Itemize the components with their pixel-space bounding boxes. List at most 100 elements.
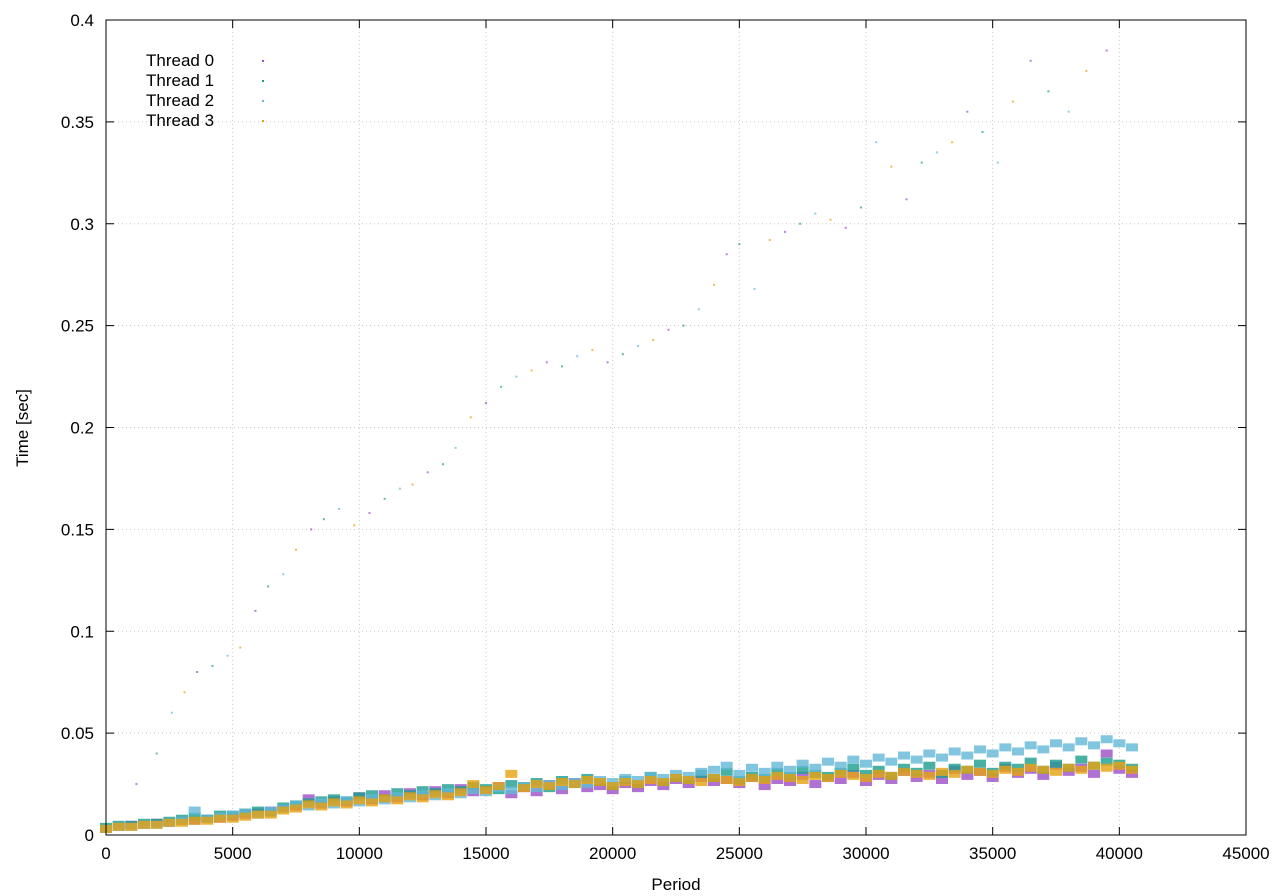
outlier-point [353, 524, 356, 527]
outlier-point [155, 752, 158, 755]
data-point [530, 788, 543, 797]
y-tick-label: 0.25 [61, 317, 94, 336]
data-point [1037, 765, 1050, 774]
outlier-point [966, 110, 969, 113]
outlier-point [1047, 90, 1050, 93]
y-tick-label: 0.2 [70, 419, 94, 438]
outlier-point [1085, 69, 1088, 72]
x-tick-label: 10000 [336, 844, 383, 863]
x-tick-label: 20000 [589, 844, 636, 863]
data-point [594, 778, 606, 787]
data-point [809, 780, 822, 789]
data-point [125, 822, 138, 831]
data-point [378, 790, 391, 799]
legend-marker [262, 60, 264, 62]
outlier-point [196, 671, 199, 673]
outlier-point [875, 141, 878, 144]
data-point [771, 775, 784, 784]
data-point [834, 775, 847, 784]
outlier-point [814, 212, 817, 215]
data-point [581, 784, 594, 793]
data-point [1012, 747, 1024, 756]
data-point [340, 796, 353, 805]
data-point [1100, 763, 1113, 772]
data-point [885, 771, 898, 780]
outlier-point [500, 385, 503, 388]
data-point [834, 761, 847, 770]
data-point [467, 780, 480, 789]
data-point [1037, 745, 1050, 754]
data-point [264, 806, 277, 815]
data-point [961, 751, 974, 760]
data-point [872, 765, 885, 774]
y-tick-label: 0.15 [61, 520, 94, 539]
data-point [340, 800, 353, 809]
data-point [632, 775, 644, 784]
data-point [796, 775, 809, 784]
data-point [1075, 765, 1088, 774]
data-point [277, 806, 290, 815]
data-point [872, 753, 885, 762]
data-point [771, 761, 784, 770]
outlier-point [576, 355, 579, 358]
data-point [112, 822, 125, 831]
data-point [708, 773, 720, 782]
data-point [910, 755, 923, 764]
data-point [556, 778, 568, 787]
data-point [644, 771, 657, 780]
data-point [1113, 739, 1126, 748]
data-point [366, 790, 378, 799]
data-point [505, 790, 518, 799]
data-point [986, 773, 999, 782]
data-point [948, 763, 961, 772]
legend-label: Thread 0 [146, 51, 214, 70]
outlier-point [211, 664, 214, 667]
data-point [606, 778, 619, 787]
data-point [581, 775, 594, 784]
outlier-point [322, 518, 325, 521]
data-point [771, 767, 784, 776]
data-point [1088, 741, 1100, 750]
outlier-point [183, 691, 186, 694]
outlier-point [1029, 59, 1032, 62]
data-point [1012, 763, 1024, 772]
data-point [910, 773, 923, 782]
data-point [442, 788, 454, 797]
legend-marker [262, 100, 264, 102]
outlier-point [920, 161, 923, 164]
outlier-point [682, 324, 685, 327]
data-point [1126, 769, 1138, 778]
data-point [847, 763, 860, 772]
data-point [1062, 743, 1075, 752]
data-point [632, 784, 644, 793]
data-point [1088, 769, 1100, 778]
y-axis-label: Time [sec] [13, 389, 32, 467]
outlier-point [411, 483, 414, 486]
data-point [404, 792, 416, 801]
data-point [961, 771, 974, 780]
data-point [847, 755, 860, 764]
data-point [581, 780, 594, 789]
outlier-point [621, 353, 624, 356]
data-point [1100, 749, 1113, 758]
data-point [784, 773, 796, 782]
outlier-point [1011, 100, 1014, 103]
data-point [556, 782, 568, 791]
x-tick-label: 0 [101, 844, 110, 863]
legend-marker [262, 120, 264, 122]
data-point [442, 792, 454, 801]
data-point [480, 786, 492, 795]
data-point [910, 769, 923, 778]
y-tick-label: 0.3 [70, 215, 94, 234]
data-point [454, 788, 467, 797]
data-point [328, 798, 340, 807]
data-point [239, 808, 252, 817]
data-point [467, 786, 480, 795]
legend-marker [262, 80, 264, 82]
data-point [1024, 757, 1037, 766]
data-point [986, 769, 999, 778]
outlier-point [135, 783, 138, 786]
outlier-point [441, 463, 444, 466]
outlier-point [545, 361, 548, 364]
